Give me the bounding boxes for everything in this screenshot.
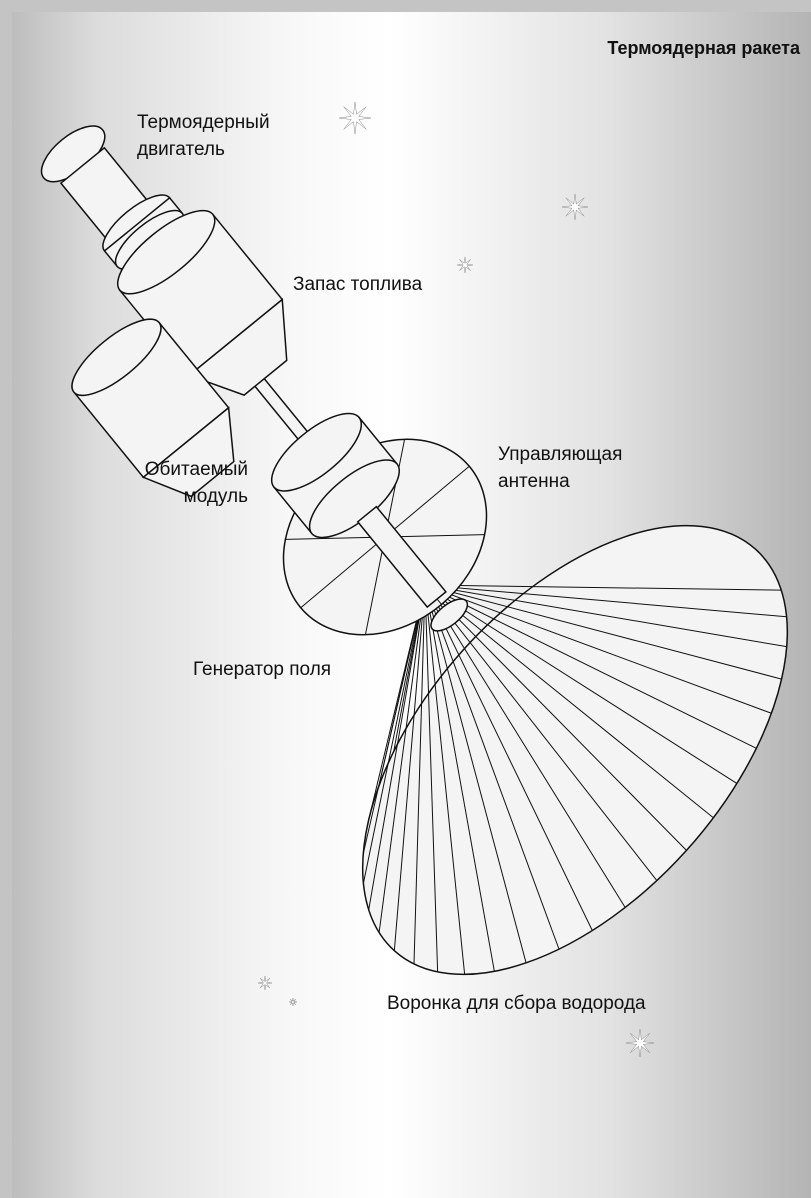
illustration: Термоядерная ракета Термоядерный двигател… — [0, 0, 811, 1198]
label: Воронка для сбора водорода — [387, 993, 646, 1014]
label: антенна — [498, 471, 570, 492]
star — [626, 1029, 654, 1057]
label: двигатель — [137, 139, 225, 160]
label: Управляющая — [498, 444, 622, 465]
rocket-body — [0, 96, 510, 718]
star — [289, 998, 297, 1006]
label: Генератор поля — [193, 659, 331, 680]
label: модуль — [184, 486, 248, 507]
page: Термоядерная ракета Термоядерный двигател… — [0, 0, 811, 1198]
star — [339, 102, 371, 134]
label: Термоядерный — [137, 112, 270, 133]
star — [258, 976, 272, 990]
title: Термоядерная ракета — [607, 38, 801, 58]
label: Запас топлива — [293, 274, 423, 295]
star — [562, 194, 588, 220]
label: Обитаемый — [145, 459, 248, 480]
star — [457, 257, 473, 273]
